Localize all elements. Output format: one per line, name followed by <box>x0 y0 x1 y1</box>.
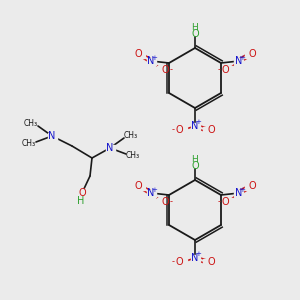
Text: +: + <box>196 119 201 125</box>
Bar <box>47 133 56 140</box>
Text: -: - <box>218 197 220 206</box>
Text: N: N <box>235 56 243 66</box>
Bar <box>106 145 115 152</box>
Bar <box>203 127 211 133</box>
Bar <box>146 190 155 196</box>
Text: O: O <box>191 29 199 39</box>
Text: N: N <box>106 143 114 153</box>
Bar <box>203 259 211 265</box>
Text: H: H <box>77 196 85 206</box>
Text: -: - <box>169 197 172 206</box>
Bar <box>245 184 253 190</box>
Bar <box>191 28 199 34</box>
Bar <box>245 52 253 58</box>
Text: N: N <box>48 131 56 141</box>
Text: CH₃: CH₃ <box>24 119 38 128</box>
Text: N: N <box>191 121 199 131</box>
Text: N: N <box>235 188 243 198</box>
Text: O: O <box>207 125 215 135</box>
Bar <box>157 66 165 72</box>
Text: O: O <box>78 188 86 198</box>
Bar <box>225 198 233 204</box>
Text: H: H <box>192 23 198 32</box>
Text: O: O <box>191 161 199 171</box>
Text: +: + <box>152 55 158 61</box>
Text: O: O <box>134 181 142 191</box>
Text: O: O <box>248 49 256 59</box>
Text: N: N <box>191 253 199 263</box>
Text: O: O <box>161 65 169 75</box>
Text: O: O <box>175 125 183 135</box>
Text: -: - <box>218 65 220 74</box>
Text: -: - <box>169 65 172 74</box>
Text: O: O <box>134 49 142 59</box>
Text: O: O <box>221 65 229 75</box>
Bar <box>146 58 155 64</box>
Bar <box>225 66 233 72</box>
Text: N: N <box>147 188 155 198</box>
Bar <box>190 122 200 130</box>
Text: +: + <box>196 251 201 257</box>
Text: O: O <box>221 197 229 207</box>
Text: O: O <box>161 197 169 207</box>
Bar <box>179 127 187 133</box>
Bar <box>235 190 244 196</box>
Text: CH₃: CH₃ <box>22 140 36 148</box>
Text: O: O <box>175 257 183 267</box>
Bar <box>191 160 199 167</box>
Text: CH₃: CH₃ <box>126 152 140 160</box>
Text: N: N <box>147 56 155 66</box>
Text: -: - <box>172 257 175 266</box>
Text: CH₃: CH₃ <box>124 131 138 140</box>
Text: H: H <box>192 155 198 164</box>
Bar <box>190 254 200 262</box>
Text: +: + <box>239 55 245 61</box>
Text: +: + <box>152 187 158 193</box>
Text: +: + <box>239 187 245 193</box>
Text: O: O <box>207 257 215 267</box>
Bar <box>179 259 187 265</box>
Bar <box>157 198 165 204</box>
Text: -: - <box>172 125 175 134</box>
Bar <box>77 189 86 197</box>
Bar <box>137 184 145 190</box>
Bar <box>137 52 145 58</box>
Text: O: O <box>248 181 256 191</box>
Bar <box>235 58 244 64</box>
